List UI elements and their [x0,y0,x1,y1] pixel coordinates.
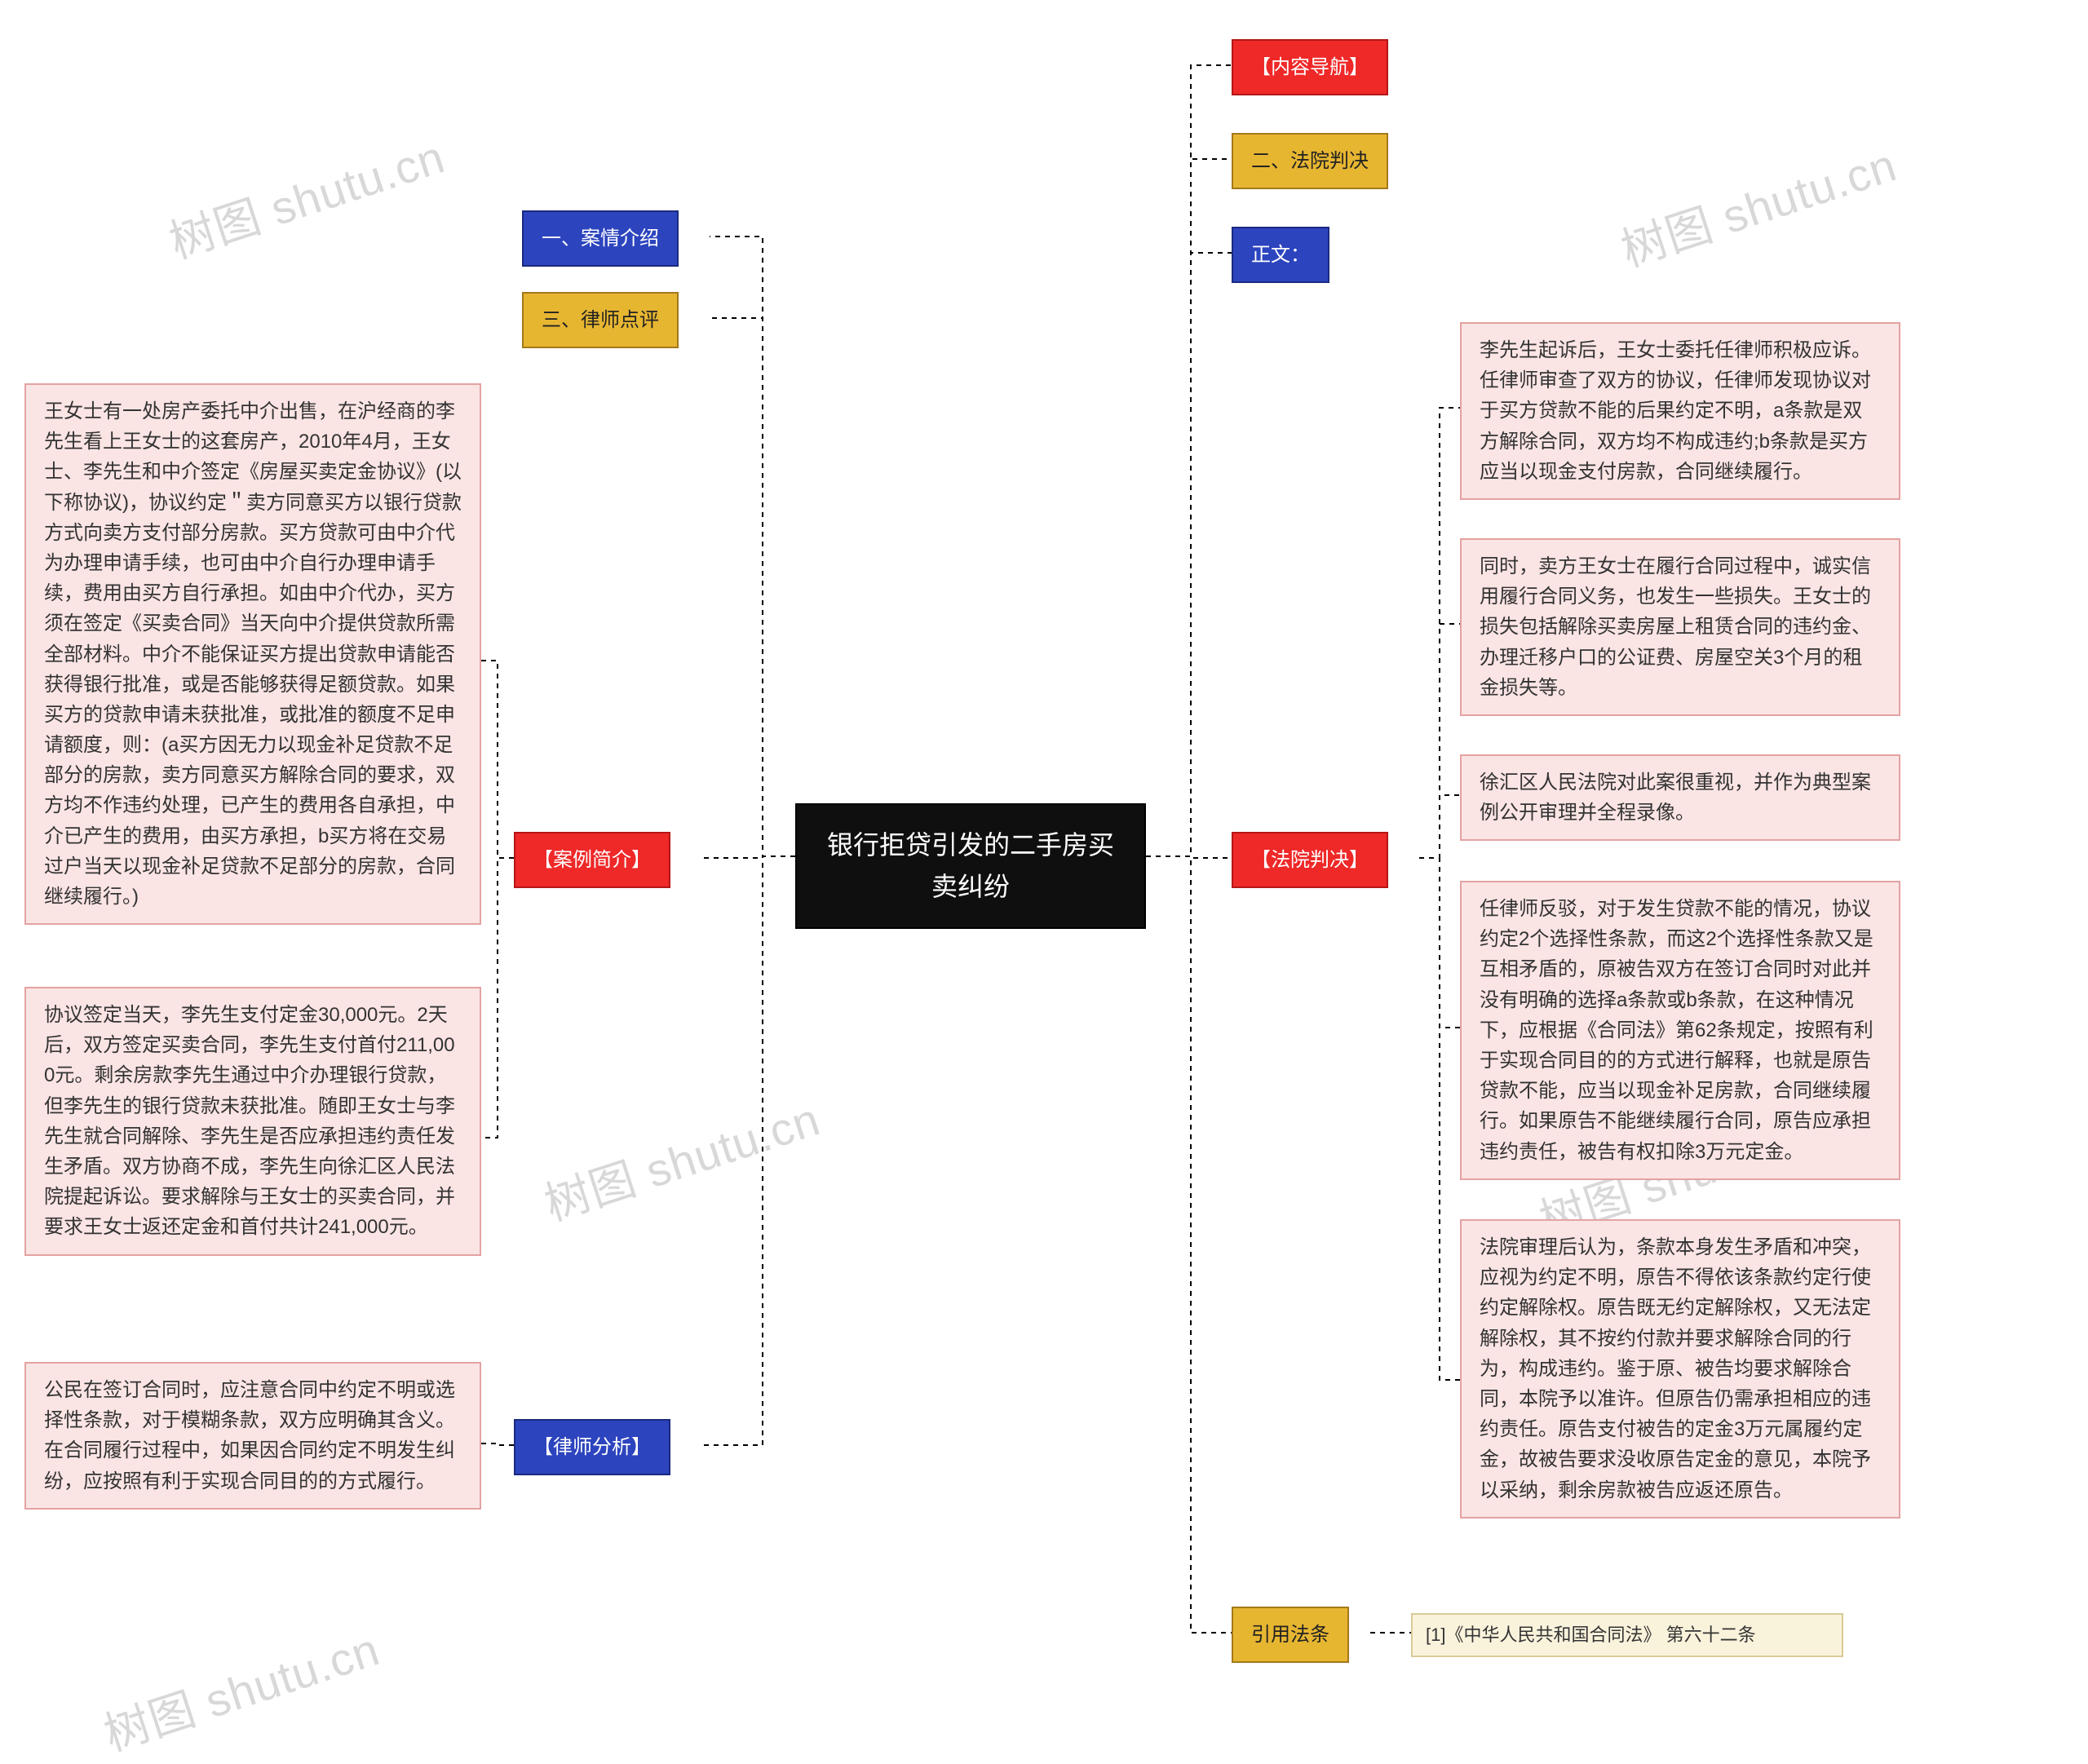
connector-line [1146,159,1232,856]
citation-item-1: [1]《中华人民共和国合同法》 第六十二条 [1411,1613,1843,1657]
branch-content-nav[interactable]: 【内容导航】 [1232,39,1388,95]
verdict-p4: 任律师反驳，对于发生贷款不能的情况，协议约定2个选择性条款，而这2个选择性条款又… [1460,881,1900,1180]
connector-line [1146,65,1232,856]
connector-line [1419,624,1460,858]
connector-line [481,1443,514,1445]
watermark: 树图 shutu.cn [1612,129,1904,280]
connector-line [1419,795,1460,858]
verdict-p3: 徐汇区人民法院对此案很重视，并作为典型案例公开审理并全程录像。 [1460,754,1900,841]
connector-line [1419,858,1460,1380]
connector-line [481,661,514,858]
connector-line [1146,856,1232,1633]
branch-citation[interactable]: 引用法条 [1232,1607,1349,1663]
verdict-p5: 法院审理后认为，条款本身发生矛盾和冲突，应视为约定不明，原告不得依该条款约定行使… [1460,1219,1900,1519]
connector-line [710,237,795,856]
branch-lawyer-comment[interactable]: 三、律师点评 [522,292,679,348]
connector-line [1146,253,1232,856]
connector-line [1146,856,1232,858]
connector-line [710,318,795,856]
verdict-p2: 同时，卖方王女士在履行合同过程中，诚实信用履行合同义务，也发生一些损失。王女士的… [1460,538,1900,716]
case-summary-p2: 协议签定当天，李先生支付定金30,000元。2天后，双方签定买卖合同，李先生支付… [24,987,481,1256]
watermark: 树图 shutu.cn [535,1083,827,1234]
branch-case-summary[interactable]: 【案例简介】 [514,832,670,888]
center-node[interactable]: 银行拒贷引发的二手房买 卖纠纷 [795,803,1146,929]
watermark: 树图 shutu.cn [160,121,452,272]
lawyer-analysis-p1: 公民在签订合同时，应注意合同中约定不明或选择性条款，对于模糊条款，双方应明确其含… [24,1362,481,1510]
branch-case-intro[interactable]: 一、案情介绍 [522,210,679,267]
branch-court-verdict[interactable]: 【法院判决】 [1232,832,1388,888]
watermark: 树图 shutu.cn [95,1613,387,1764]
connector-line [481,858,514,1138]
connector-line [1419,858,1460,1028]
case-summary-p1: 王女士有一处房产委托中介出售，在沪经商的李先生看上王女士的这套房产，2010年4… [24,383,481,925]
branch-court-verdict-nav[interactable]: 二、法院判决 [1232,133,1388,189]
connector-line [1419,408,1460,858]
connector-line [701,856,795,858]
branch-main-text[interactable]: 正文： [1232,227,1329,283]
verdict-p1: 李先生起诉后，王女士委托任律师积极应诉。任律师审查了双方的协议，任律师发现协议对… [1460,322,1900,500]
connector-line [701,856,795,1445]
branch-lawyer-analysis[interactable]: 【律师分析】 [514,1419,670,1475]
